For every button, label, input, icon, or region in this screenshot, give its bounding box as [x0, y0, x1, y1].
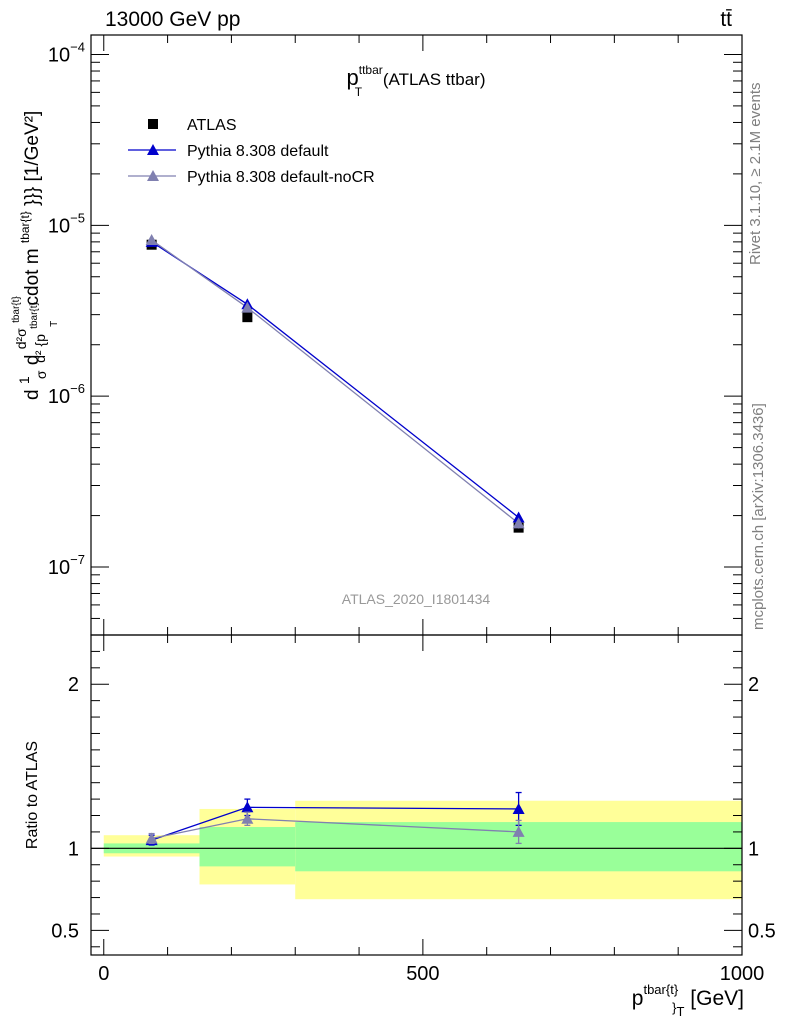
legend-item-default: Pythia 8.308 default: [128, 143, 329, 160]
ratio-point-nocr: [512, 825, 525, 837]
analysis-label: ATLAS_2020_I1801434: [342, 591, 491, 607]
ratio-series-layer: [145, 791, 525, 846]
ratio-y-tick-label-right: 2: [748, 674, 759, 696]
legend-item-nocr: Pythia 8.308 default-noCR: [128, 169, 375, 186]
series-line-nocr: [151, 239, 520, 524]
ratio-y-tick-label-left: 1: [68, 838, 79, 860]
x-axis-label: ptbar{t}}T [GeV]: [632, 982, 744, 1019]
main-y-axis-label: d 1 σ d d²σ tbar{t} d² {p tbar{t} T cdot…: [3, 111, 62, 400]
legend-label-nocr: Pythia 8.308 default-noCR: [187, 169, 375, 186]
ratio-point-default: [512, 802, 525, 814]
rivet-version-label: Rivet 3.1.10, ≥ 2.1M events: [747, 83, 764, 266]
data-point-atlas: [242, 312, 253, 323]
main-y-tick-label: 10−6: [48, 381, 85, 408]
data-point-default: [512, 511, 525, 523]
main-y-tick-label: 10−5: [48, 210, 85, 237]
data-point-nocr: [145, 234, 158, 246]
series-line-default: [151, 241, 520, 518]
ratio-y-tick-label-right: 0.5: [748, 920, 776, 942]
legend-marker-atlas: [148, 119, 158, 129]
header-energy-label: 13000 GeV pp: [105, 8, 240, 31]
main-y-tick-label: 10−4: [48, 39, 85, 66]
legend-marker-default: [147, 144, 159, 155]
ratio-y-tick-label-right: 1: [748, 838, 759, 860]
ratio-y-tick-label-left: 2: [68, 674, 79, 696]
ratio-y-axis-label: Ratio to ATLAS: [24, 741, 41, 849]
legend-label-default: Pythia 8.308 default: [187, 143, 329, 160]
svg-text:d 1 σ d: d 1 σ d d²σ tbar{t} d² {p tbar{t} T cdot…: [3, 111, 62, 400]
ratio-plot-frame: [90, 634, 743, 956]
legend-marker-nocr: [147, 170, 159, 181]
data-point-nocr: [241, 301, 254, 313]
ratio-point-default: [241, 801, 254, 813]
ratio-band-inner: [199, 827, 296, 867]
legend-item-atlas: ATLAS: [148, 117, 237, 134]
ratio-uncertainty-bands: [91, 800, 742, 900]
x-tick-label: 0: [98, 963, 109, 985]
data-point-nocr: [512, 517, 525, 529]
main-plot-title: pttbar T (ATLAS ttbar): [347, 63, 486, 99]
ratio-axis-ticks: 0.5 0.5 1 1 2 2 0 500 1000: [51, 635, 776, 985]
main-y-tick-label: 10−7: [48, 552, 85, 579]
legend: ATLAS Pythia 8.308 default Pythia 8.308 …: [128, 117, 375, 186]
mcplots-label: mcplots.cern.ch [arXiv:1306.3436]: [750, 403, 767, 630]
header-process-label: tt̄: [720, 8, 732, 31]
main-series-layer: [145, 234, 525, 533]
ratio-y-tick-label-left: 0.5: [51, 920, 79, 942]
x-tick-label: 1000: [720, 963, 765, 985]
ratio-point-nocr: [145, 832, 158, 844]
main-y-axis-ticks: 10−7 10−6 10−5 10−4: [48, 35, 743, 636]
legend-label-atlas: ATLAS: [187, 117, 237, 134]
ratio-point-nocr: [241, 812, 254, 824]
x-tick-label: 500: [406, 963, 439, 985]
